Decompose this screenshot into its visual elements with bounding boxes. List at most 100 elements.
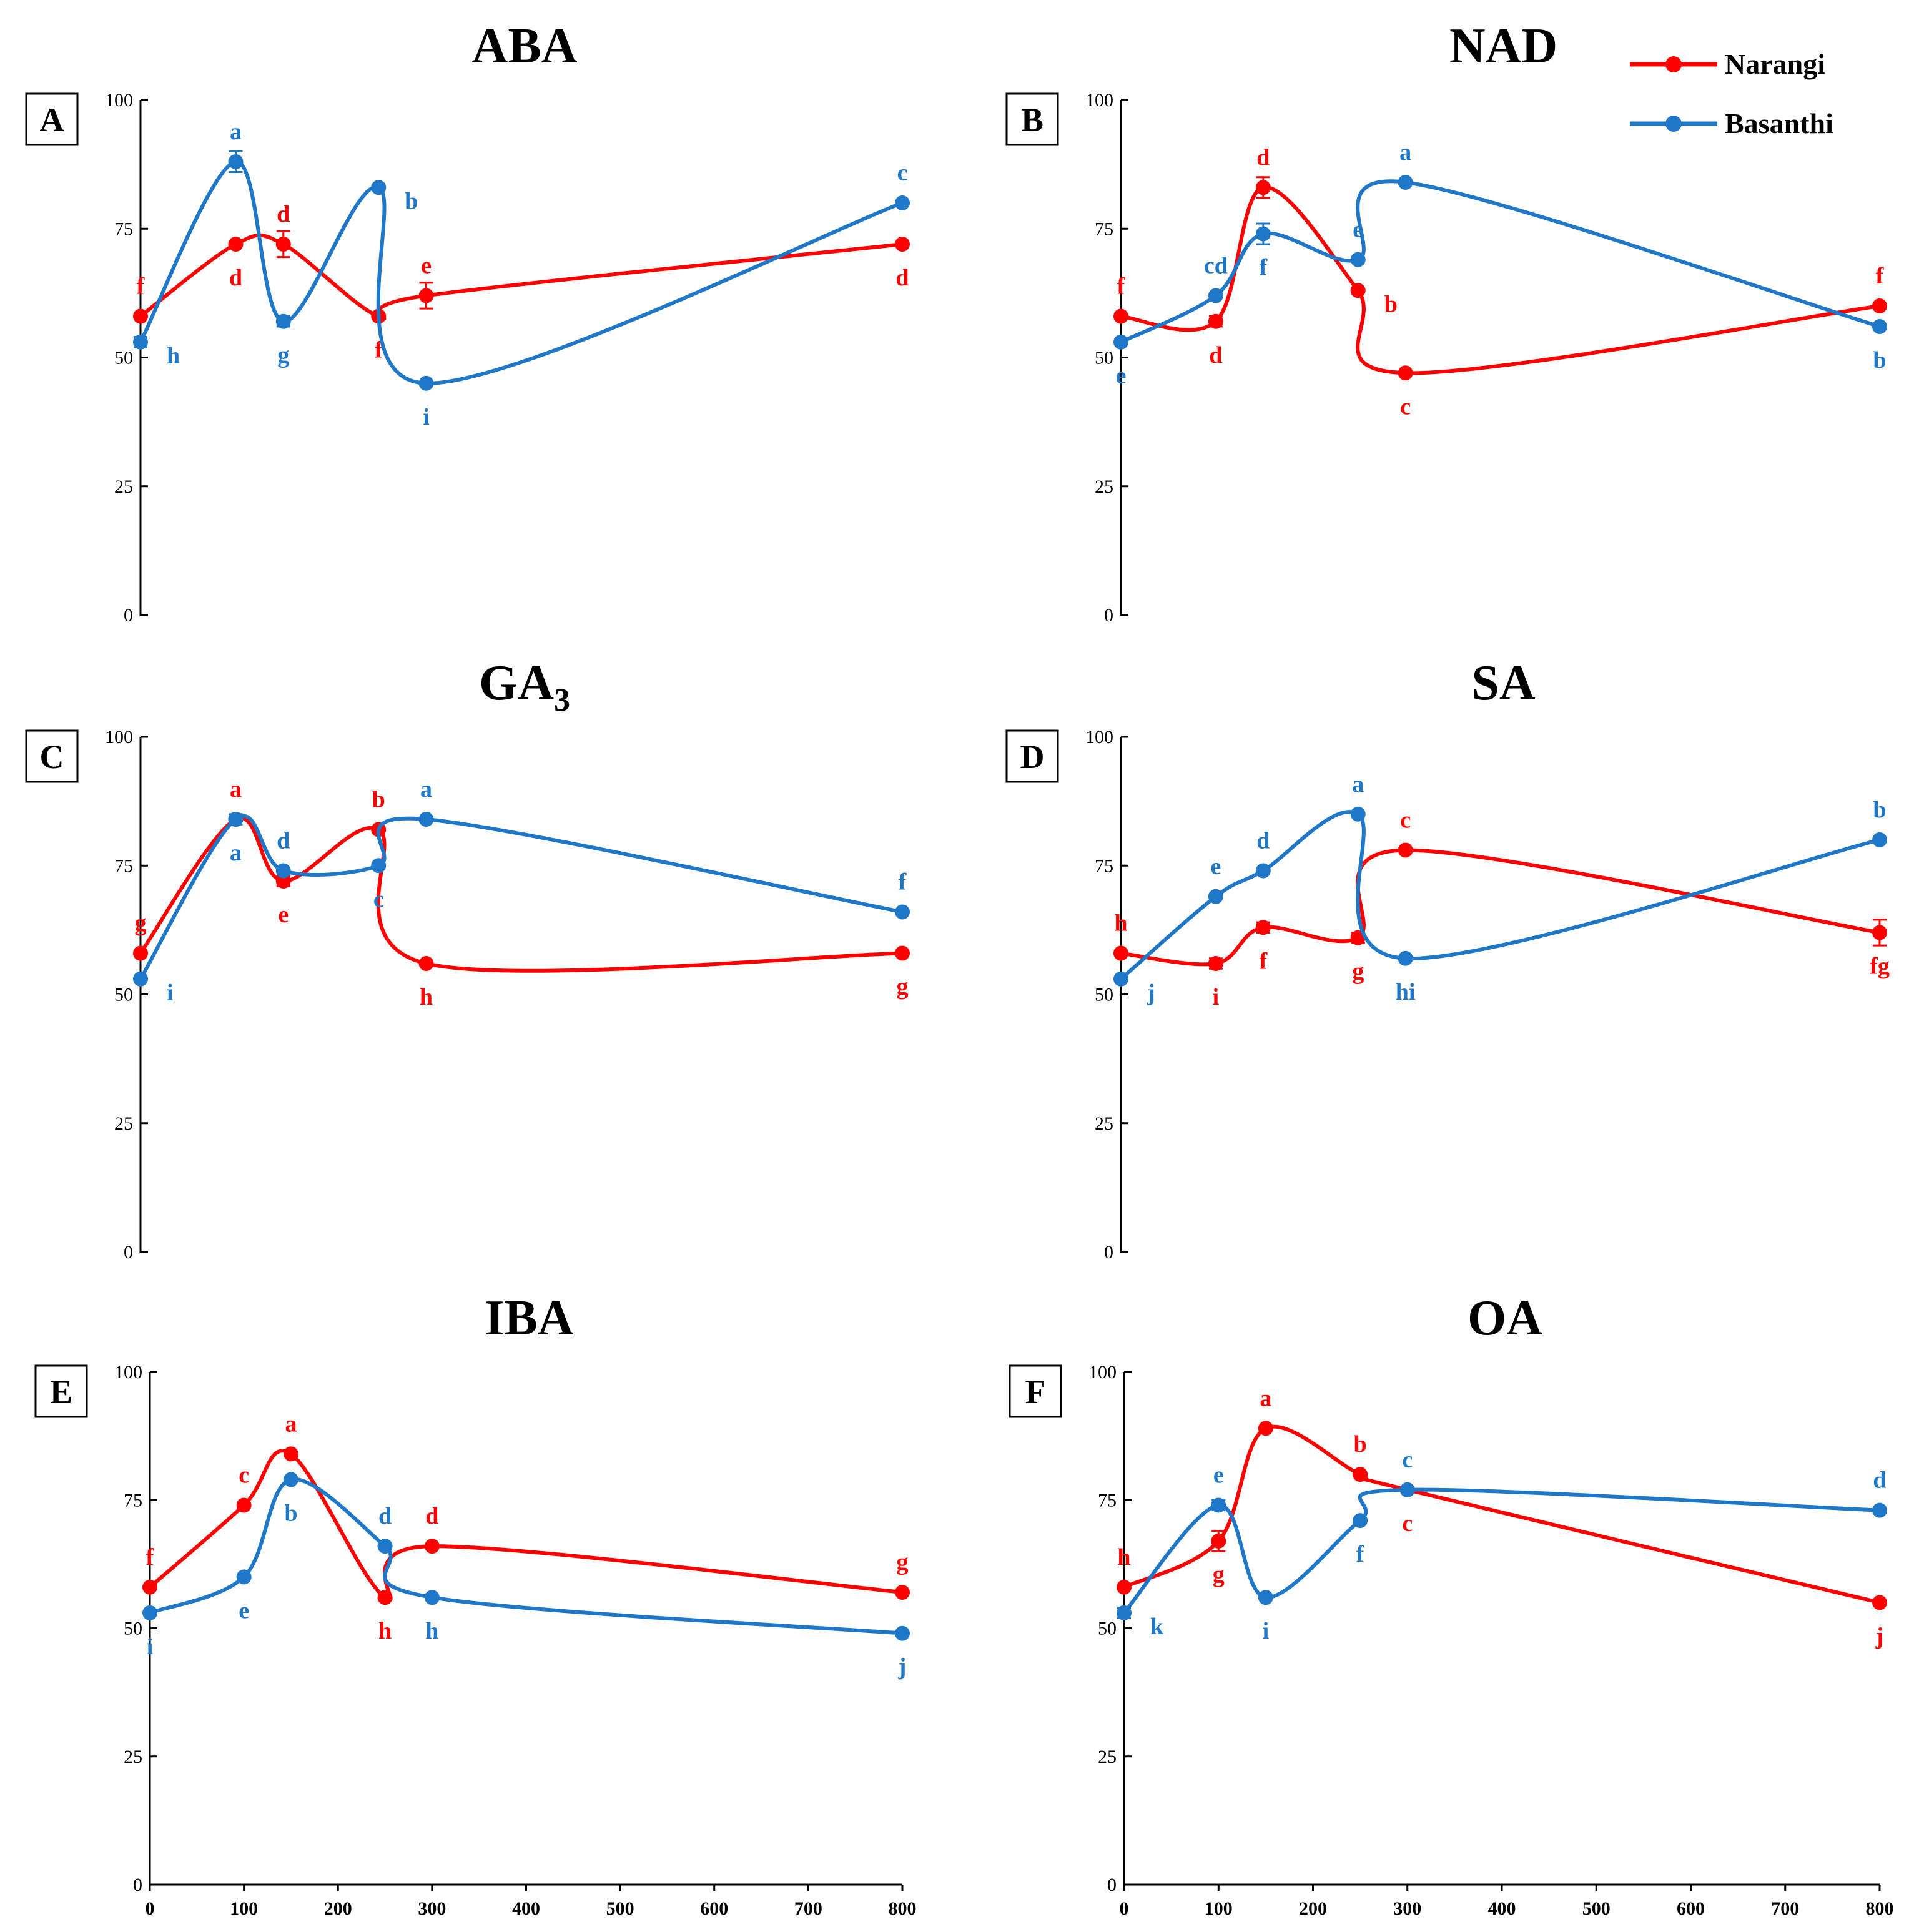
data-point-narangi [1353,1467,1368,1482]
data-point-basanthi [1398,175,1413,190]
chart-panels: ABA A 0 25 50 75 100 f d d f e d h a g b i c NAD B 0 25 50 75 100… [25,19,1894,1919]
significance-label-basanthi: e [239,1597,249,1624]
data-point-narangi [1211,1533,1226,1549]
significance-label-basanthi: b [1873,797,1886,823]
significance-label-basanthi: d [277,828,290,854]
chart-title-subscript: 3 [554,683,570,718]
significance-label-narangi: c [1400,393,1411,420]
panel-letter: E [50,1373,72,1411]
panel-letter-box [34,1364,88,1418]
significance-label-narangi: b [372,787,385,813]
data-point-narangi [895,1585,910,1600]
data-point-basanthi [1208,889,1223,904]
legend: Narangi Basanthi [1630,48,1833,139]
significance-label-narangi: g [1352,959,1364,985]
data-point-narangi [133,308,148,324]
significance-label-basanthi: j [898,1654,907,1680]
x-tick-label: 300 [1393,1898,1421,1919]
data-point-basanthi [1255,863,1271,879]
data-point-narangi [418,956,434,971]
x-tick-label: 500 [606,1898,634,1919]
significance-label-basanthi: c [373,886,384,912]
panel-letter-box [25,92,79,146]
y-tick-label: 50 [1095,348,1113,368]
series-line-narangi [1120,185,1880,375]
data-point-basanthi [1350,252,1366,267]
significance-label-basanthi: f [899,869,907,895]
data-point-basanthi [1872,832,1887,847]
y-tick-label: 100 [114,1362,142,1382]
significance-label-basanthi: e [1116,363,1127,389]
significance-label-basanthi: a [230,840,242,866]
significance-label-basanthi: k [1150,1614,1164,1640]
data-point-basanthi [895,1625,910,1641]
series-line-basanthi [139,814,903,980]
chart-panel-c: GA3 C 0 25 50 75 100 g a e b h g i a d c a f [25,656,910,1263]
data-point-basanthi [377,1539,393,1554]
chart-title: ABA [472,19,578,74]
x-tick-label: 300 [418,1898,446,1919]
x-tick-label: 600 [700,1898,728,1919]
data-point-basanthi [1208,288,1223,303]
panel-letter: B [1021,101,1043,139]
significance-label-basanthi: b [284,1500,297,1526]
significance-label-narangi: f [1117,274,1126,300]
chart-title: NAD [1449,19,1557,74]
data-point-basanthi [1117,1605,1132,1620]
significance-label-narangi: j [1875,1623,1884,1649]
significance-label-narangi: d [895,265,909,291]
significance-label-narangi: a [1260,1385,1271,1411]
data-point-basanthi [371,180,387,195]
significance-label-narangi: h [1114,910,1127,937]
significance-label-basanthi: g [277,342,289,368]
data-point-narangi [133,945,148,961]
data-point-basanthi [1211,1497,1226,1513]
data-point-narangi [275,874,291,889]
data-point-narangi [1255,920,1271,935]
significance-label-basanthi: e [1210,854,1221,880]
y-tick-label: 0 [1107,1875,1117,1895]
significance-label-narangi: f [137,274,146,300]
data-point-narangi [895,945,910,961]
data-point-basanthi [142,1605,157,1620]
chart-panel-e: IBA E 0 25 50 75 100 0 100 200 300 400 500 600 700 800 f… [34,1291,917,1919]
significance-label-basanthi: b [405,188,418,214]
data-point-basanthi [1258,1590,1273,1605]
y-tick-label: 100 [1085,727,1113,747]
significance-label-narangi: d [277,201,290,227]
chart-title: OA [1468,1291,1542,1346]
data-point-basanthi [228,812,244,827]
y-tick-label: 100 [105,90,133,111]
series-line-narangi [139,816,903,973]
y-tick-label: 25 [1095,1113,1113,1134]
x-tick-label: 400 [512,1898,540,1919]
significance-label-narangi: g [135,910,147,937]
y-tick-label: 25 [1095,476,1113,497]
data-point-narangi [418,288,434,303]
y-tick-label: 0 [124,1242,133,1263]
data-point-narangi [1398,365,1413,381]
significance-label-basanthi: c [897,160,908,186]
y-tick-label: 50 [124,1619,142,1639]
significance-label-basanthi: f [1259,255,1268,281]
x-tick-label: 200 [324,1898,352,1919]
series-line-basanthi [149,1477,903,1635]
y-tick-label: 25 [1098,1747,1117,1767]
x-tick-label: 0 [1120,1898,1129,1919]
data-point-basanthi [1399,1482,1415,1497]
significance-label-narangi: d [229,265,242,291]
significance-label-narangi: d [425,1503,438,1529]
significance-label-narangi: a [285,1411,297,1437]
significance-label-basanthi: h [425,1618,438,1644]
significance-label-basanthi: h [167,343,180,369]
y-tick-label: 75 [1095,855,1113,876]
significance-label-basanthi: i [167,980,174,1006]
data-point-basanthi [1255,226,1271,242]
y-tick-label: 100 [1085,90,1113,111]
x-tick-label: 100 [230,1898,258,1919]
significance-label-basanthi: j [1147,980,1155,1006]
data-point-basanthi [133,334,148,350]
panel-letter: A [40,101,64,139]
significance-label-basanthi: a [1352,771,1364,797]
data-point-narangi [1255,180,1271,195]
